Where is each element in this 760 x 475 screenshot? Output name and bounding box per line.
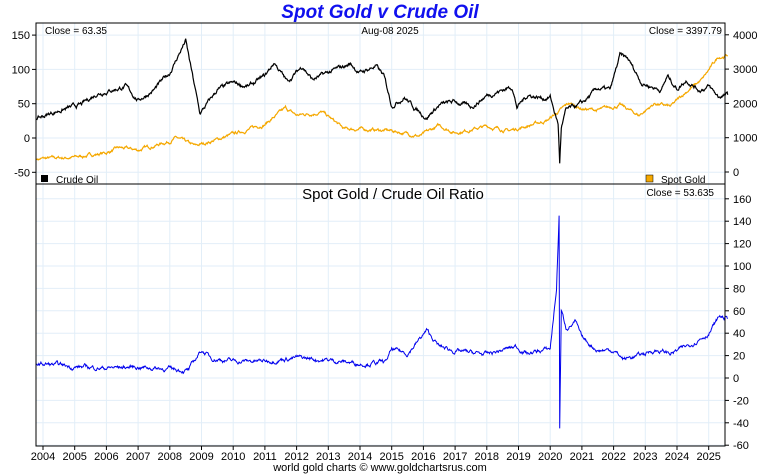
right-axis-tick-label: 3000 (733, 64, 757, 76)
right-axis-tick-label: 1000 (733, 133, 757, 145)
ratio-axis-tick-label: 20 (733, 351, 745, 363)
x-axis-tick-label: 2014 (348, 451, 372, 463)
ratio-axis-tick-label: -20 (733, 395, 749, 407)
left-axis-tick-label: 0 (24, 133, 30, 145)
left-axis-tick-label: 150 (12, 30, 30, 42)
ratio-axis-tick-label: -40 (733, 418, 749, 430)
x-axis-tick-label: 2021 (570, 451, 594, 463)
x-axis-tick-label: 2022 (601, 451, 625, 463)
chart-title: Spot Gold v Crude Oil (281, 2, 479, 23)
gold-close-label: Close = 3397.79 (649, 26, 723, 37)
crude-oil-line (36, 38, 729, 164)
ratio-close-label: Close = 53.635 (646, 188, 714, 199)
ratio-title: Spot Gold / Crude Oil Ratio (302, 186, 484, 203)
ratio-line (36, 215, 729, 429)
legend-spot-gold: Spot Gold (661, 175, 705, 186)
x-axis-tick-label: 2004 (31, 451, 55, 463)
right-axis-tick-label: 4000 (733, 30, 757, 42)
x-axis-tick-label: 2023 (633, 451, 657, 463)
x-axis-tick-label: 2016 (411, 451, 435, 463)
ratio-axis-tick-label: 60 (733, 306, 745, 318)
x-axis-tick-label: 2013 (316, 451, 340, 463)
x-axis-tick-label: 2018 (475, 451, 499, 463)
x-axis-tick-label: 2017 (443, 451, 467, 463)
date-label: Aug-08 2025 (361, 26, 419, 37)
left-axis-tick-label: 100 (12, 64, 30, 76)
ratio-axis-tick-label: 140 (733, 216, 751, 228)
ratio-axis-tick-label: 80 (733, 283, 745, 295)
plot-frame (35, 22, 726, 447)
left-axis-tick-label: -50 (14, 167, 30, 179)
ratio-axis-tick-label: 120 (733, 239, 751, 251)
x-axis-tick-label: 2025 (696, 451, 720, 463)
right-axis-tick-label: 2000 (733, 98, 757, 110)
right-axis-tick-label: 0 (733, 167, 739, 179)
x-axis-tick-label: 2008 (158, 451, 182, 463)
footer-credit: world gold charts © www.goldchartsrus.co… (273, 462, 487, 474)
gold-line (36, 53, 729, 161)
ratio-axis-tick-label: 40 (733, 328, 745, 340)
ratio-axis-tick-label: 100 (733, 261, 751, 273)
x-axis-tick-label: 2024 (665, 451, 689, 463)
x-axis-tick-label: 2006 (94, 451, 118, 463)
oil-close-label: Close = 63.35 (45, 26, 107, 37)
x-axis-tick-label: 2010 (221, 451, 245, 463)
left-axis-tick-label: 50 (18, 99, 30, 111)
ratio-axis-tick-label: -60 (733, 440, 749, 452)
x-axis-tick-label: 2019 (506, 451, 530, 463)
x-axis-tick-label: 2005 (62, 451, 86, 463)
legend-crude-oil: Crude Oil (56, 175, 98, 186)
x-axis-tick-label: 2007 (126, 451, 150, 463)
ratio-axis-tick-label: 160 (733, 194, 751, 206)
legend-swatch-spot-gold (645, 174, 654, 183)
x-axis-tick-label: 2009 (189, 451, 213, 463)
x-axis-tick-label: 2012 (284, 451, 308, 463)
x-axis-tick-label: 2011 (253, 451, 277, 463)
x-axis-tick-label: 2015 (379, 451, 403, 463)
x-axis-tick-label: 2020 (538, 451, 562, 463)
legend-swatch-crude-oil (41, 175, 48, 182)
ratio-axis-tick-label: 0 (733, 373, 739, 385)
